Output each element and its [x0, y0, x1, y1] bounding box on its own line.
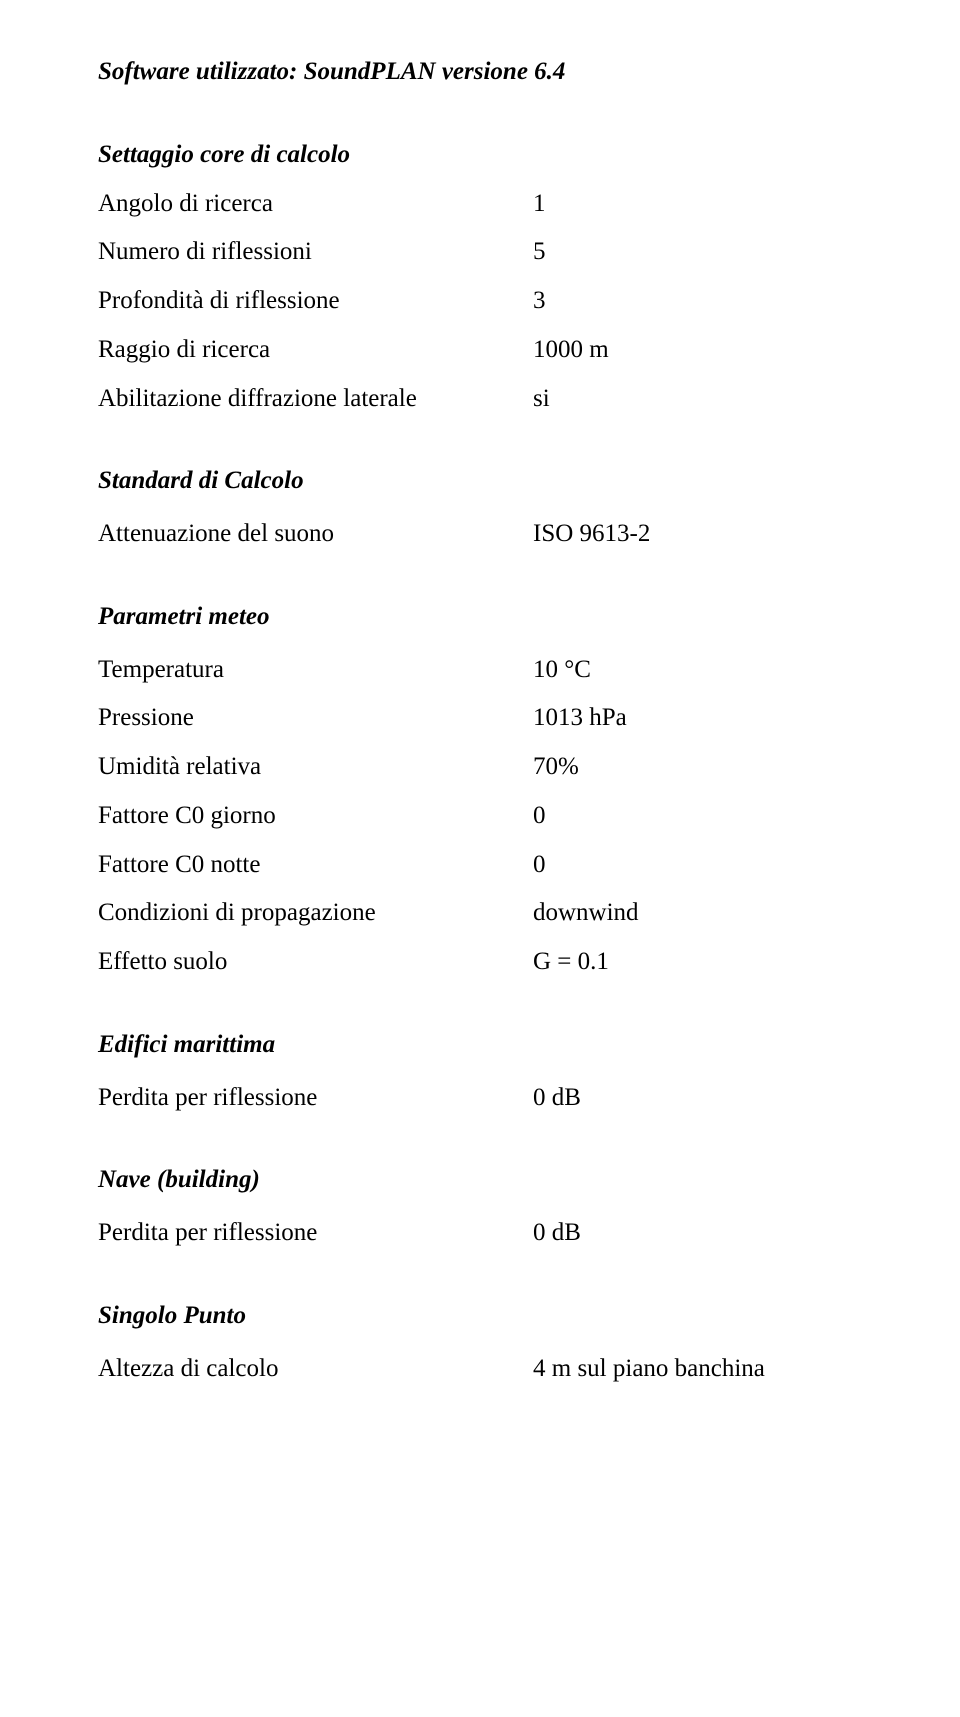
row-value: 0 dB [533, 1074, 862, 1123]
data-row: Effetto suolo G = 0.1 [98, 938, 862, 987]
row-label: Profondità di riflessione [98, 277, 533, 326]
data-row: Attenuazione del suono ISO 9613-2 [98, 510, 862, 559]
row-label: Umidità relativa [98, 743, 533, 792]
row-label: Temperatura [98, 646, 533, 695]
row-value: si [533, 375, 862, 424]
row-value: G = 0.1 [533, 938, 862, 987]
row-value: 3 [533, 277, 862, 326]
row-value: 10 °C [533, 646, 862, 695]
row-label: Fattore C0 giorno [98, 792, 533, 841]
section-standard-title: Standard di Calcolo [98, 457, 862, 506]
row-value: 4 m sul piano banchina [533, 1345, 862, 1394]
row-value: ISO 9613-2 [533, 510, 862, 559]
row-label: Abilitazione diffrazione laterale [98, 375, 533, 424]
row-value: 1000 m [533, 326, 862, 375]
row-label: Perdita per riflessione [98, 1074, 533, 1123]
row-label: Pressione [98, 694, 533, 743]
data-row: Altezza di calcolo 4 m sul piano banchin… [98, 1345, 862, 1394]
data-row: Condizioni di propagazione downwind [98, 889, 862, 938]
section-edifici-title: Edifici marittima [98, 1021, 862, 1070]
row-label: Raggio di ricerca [98, 326, 533, 375]
data-row: Numero di riflessioni 5 [98, 228, 862, 277]
row-label: Perdita per riflessione [98, 1209, 533, 1258]
section-settaggio-title: Settaggio core di calcolo [98, 131, 862, 180]
data-row: Fattore C0 notte 0 [98, 841, 862, 890]
data-row: Angolo di ricerca 1 [98, 180, 862, 229]
row-value: 1013 hPa [533, 694, 862, 743]
data-row: Pressione 1013 hPa [98, 694, 862, 743]
data-row: Perdita per riflessione 0 dB [98, 1209, 862, 1258]
title-software: Software utilizzato: SoundPLAN versione … [98, 48, 862, 97]
row-value: 0 [533, 841, 862, 890]
data-row: Profondità di riflessione 3 [98, 277, 862, 326]
data-row: Perdita per riflessione 0 dB [98, 1074, 862, 1123]
row-value: downwind [533, 889, 862, 938]
data-row: Umidità relativa 70% [98, 743, 862, 792]
data-row: Fattore C0 giorno 0 [98, 792, 862, 841]
row-label: Attenuazione del suono [98, 510, 533, 559]
section-nave-title: Nave (building) [98, 1156, 862, 1205]
row-label: Effetto suolo [98, 938, 533, 987]
row-label: Numero di riflessioni [98, 228, 533, 277]
row-label: Fattore C0 notte [98, 841, 533, 890]
row-label: Altezza di calcolo [98, 1345, 533, 1394]
row-value: 0 dB [533, 1209, 862, 1258]
section-parametri-title: Parametri meteo [98, 593, 862, 642]
data-row: Temperatura 10 °C [98, 646, 862, 695]
row-value: 0 [533, 792, 862, 841]
row-value: 70% [533, 743, 862, 792]
data-row: Raggio di ricerca 1000 m [98, 326, 862, 375]
data-row: Abilitazione diffrazione laterale si [98, 375, 862, 424]
row-label: Angolo di ricerca [98, 180, 533, 229]
section-singolo-title: Singolo Punto [98, 1292, 862, 1341]
row-value: 1 [533, 180, 862, 229]
row-value: 5 [533, 228, 862, 277]
row-label: Condizioni di propagazione [98, 889, 533, 938]
